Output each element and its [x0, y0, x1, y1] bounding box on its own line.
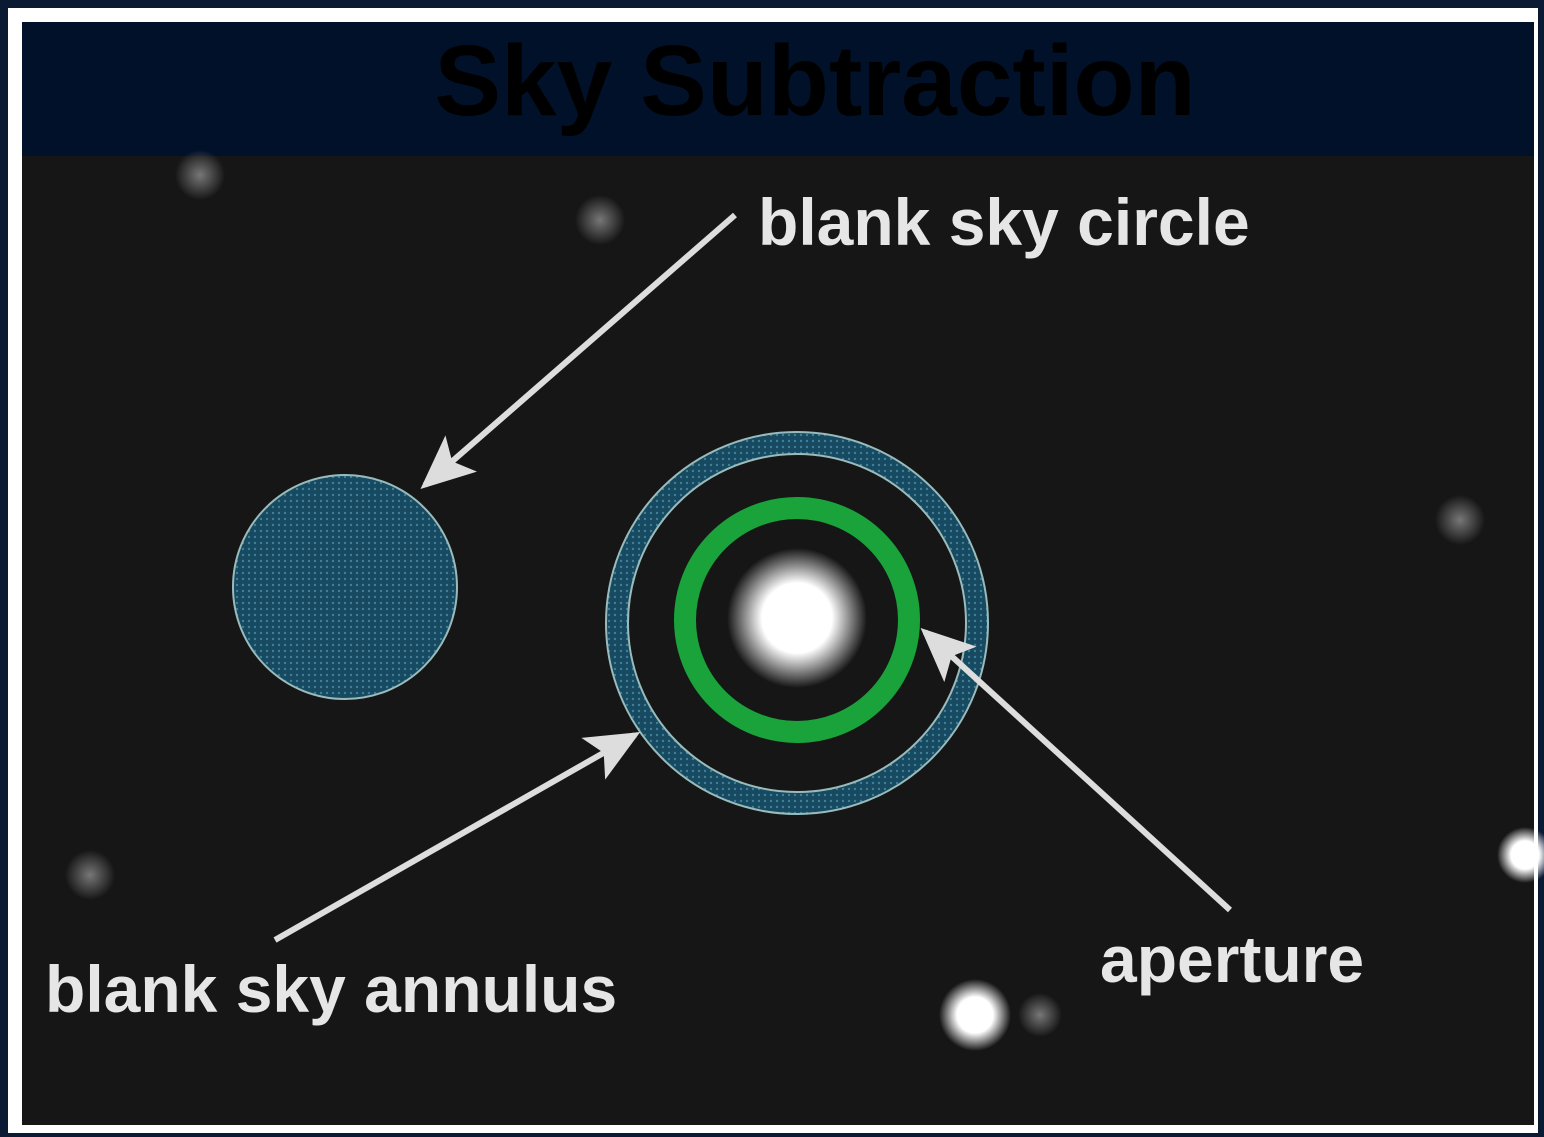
blank-sky-annulus [606, 432, 988, 814]
annulus-edge [627, 453, 967, 793]
label: aperture [1100, 922, 1364, 996]
arrow [273, 732, 641, 943]
aperture [674, 497, 920, 743]
faint-star [1018, 993, 1062, 1037]
label: blank sky annulus [45, 952, 617, 1026]
arrow [920, 627, 1233, 913]
faint-star [575, 195, 625, 245]
blank-sky-circle [232, 474, 458, 700]
label: blank sky circle [758, 185, 1250, 259]
faint-star [175, 150, 225, 200]
faint-star [65, 850, 115, 900]
arrow [420, 212, 737, 489]
title: Sky Subtraction [434, 25, 1195, 137]
faint-star [1435, 495, 1485, 545]
star [1497, 827, 1544, 883]
annulus-edge [605, 431, 989, 815]
target-star [727, 548, 867, 688]
star [939, 979, 1011, 1051]
title-bar [22, 22, 1534, 156]
